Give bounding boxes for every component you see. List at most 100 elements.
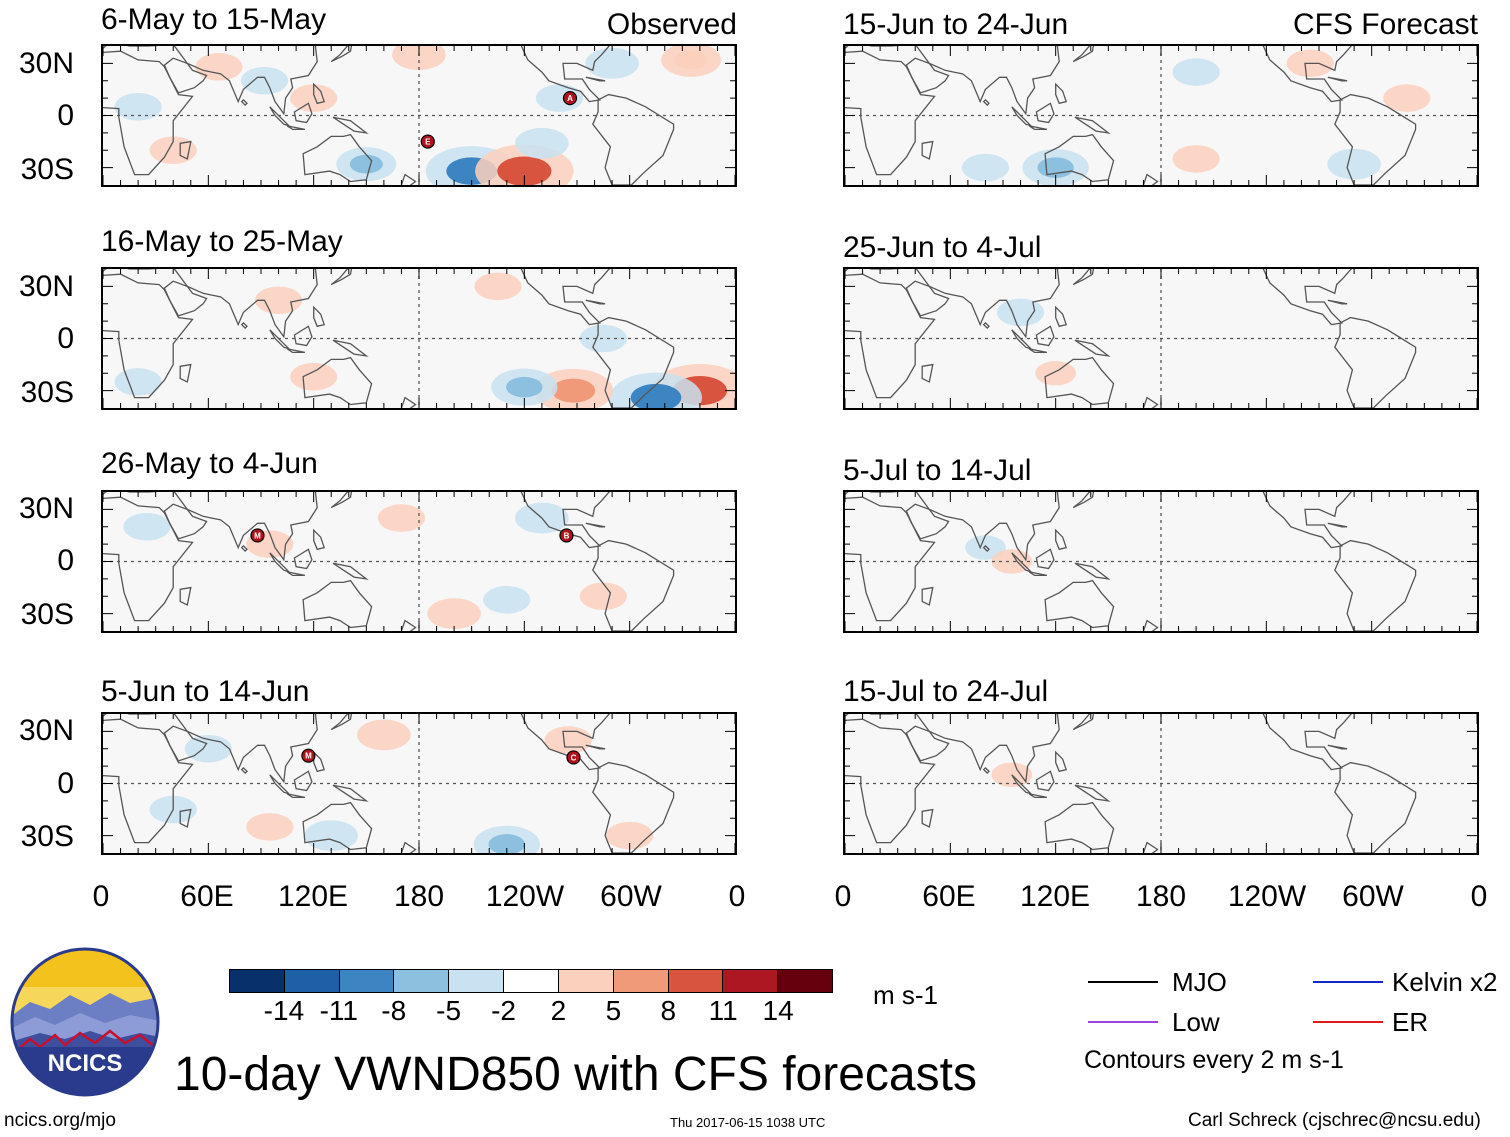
legend-line-low [1088,1021,1158,1023]
colorbar-tick-label: -11 [319,995,358,1026]
coastline-philippines [313,305,326,328]
anomaly-region [254,286,303,315]
colorbar-tick-label: -5 [436,995,462,1026]
coastline-japan [1072,269,1095,286]
map-panel-forecast-2 [843,267,1479,410]
website-link[interactable]: ncics.org/mjo [4,1110,116,1131]
map-panel-forecast-1 [843,44,1479,187]
coastline-borneo [293,102,313,124]
map-plot [845,492,1477,631]
coastline-australia [1044,801,1115,851]
anomaly-region [290,362,338,391]
colorbar [229,969,833,993]
lon-label-right-0: 0 [834,880,852,913]
coastline-madagascar [921,363,934,383]
lat-label-30s-row2: 30S [20,376,74,409]
coastline-india_sl [982,98,990,107]
panel-title-observed-3: 26-May to 4-Jun [101,447,318,480]
lon-label-left-120w: 120W [485,880,565,913]
coastline-samerica [592,761,675,853]
coastline-asia [173,46,318,116]
coastline-arabia [163,280,208,317]
coastline-australia [1044,133,1115,183]
coastline-asia [915,269,1060,339]
anomaly-region [1383,84,1431,112]
observed-column-title: Observed [606,8,737,41]
coastline-namerica [1262,46,1352,103]
panel-title-forecast-3: 5-Jul to 14-Jul [843,454,1032,487]
coastline-madagascar [921,586,934,606]
cyclone-marker: A [562,91,578,106]
colorbar-box-6 [558,970,614,992]
coastline-india_sl [240,321,248,330]
colorbar-box-8 [668,970,724,992]
coastline-africa [845,718,936,844]
lon-label-right-60w: 60W [1342,880,1404,913]
coastline-borneo [293,770,313,792]
coastline-philippines [1055,82,1068,105]
coastline-japan [1072,492,1095,509]
coastline-philippines [1055,305,1068,328]
coastline-madagascar [179,140,192,160]
coastline-cuba [585,299,606,305]
map-plot [845,714,1477,853]
legend-label-kelvin: Kelvin x2 [1392,967,1498,997]
coastline-australia [302,801,373,851]
panel-title-forecast-2: 25-Jun to 4-Jul [843,231,1042,264]
lat-label-0-row4: 0 [57,767,74,800]
coastline-africa [103,273,194,399]
coastline-nz [400,619,417,631]
coastline-newguinea [332,339,369,357]
coastline-japan [330,46,353,63]
anomaly-core [488,834,526,853]
logo-text: NCICS [48,1050,123,1077]
coastline-borneo [293,548,313,570]
coastline-india_sl [982,321,990,330]
legend-line-er [1313,1021,1383,1023]
colorbar-tick-label: -8 [381,995,407,1026]
coastline-asia [915,492,1060,562]
anomaly-region [1327,148,1381,180]
coastline-japan [330,492,353,509]
coastline-japan [1072,714,1095,731]
panel-title-observed-2: 16-May to 25-May [101,225,343,258]
coastline-sumatra [1011,552,1032,573]
cyclone-marker: C [566,750,581,765]
colorbar-tick-label: 11 [708,995,738,1026]
coastline-java [286,793,306,799]
colorbar-box-1 [284,970,340,992]
cyclone-marker: B [559,528,574,543]
anomaly-region [965,535,1006,560]
cyclone-marker-label: C [571,753,577,762]
coastline-sumatra [269,774,290,795]
legend-label-low: Low [1172,1007,1220,1037]
map-plot [845,269,1477,408]
coastline-samerica [1334,539,1417,631]
anomaly-core [349,154,383,174]
coastline-africa [845,496,936,622]
coastline-sumatra [269,552,290,573]
colorbar-tick-label: 2 [550,995,567,1026]
anomaly-region [579,324,627,353]
coastline-samerica [1334,316,1417,408]
coastline-cuba [1327,76,1348,82]
coastline-australia [1044,579,1115,629]
lon-label-right-180: 180 [1135,880,1187,913]
forecast-column-title: CFS Forecast [1292,8,1478,41]
coastline-cuba [585,744,606,750]
colorbar-box-0 [230,970,285,992]
coastline-java [286,571,306,577]
anomaly-region [123,512,171,541]
coastline-samerica [592,316,675,408]
coastline-madagascar [179,586,192,606]
coastline-india_sl [240,766,248,775]
cyclone-marker-label: E [425,138,431,147]
map-panel-forecast-3 [843,490,1479,633]
map-plot [845,46,1477,185]
anomaly-region [427,598,481,630]
coastline-java [1028,348,1048,354]
coastline-asia [173,492,318,562]
panel-title-forecast-1: 15-Jun to 24-Jun [843,8,1069,41]
coastline-cuba [1327,522,1348,528]
map-plot [103,269,735,408]
